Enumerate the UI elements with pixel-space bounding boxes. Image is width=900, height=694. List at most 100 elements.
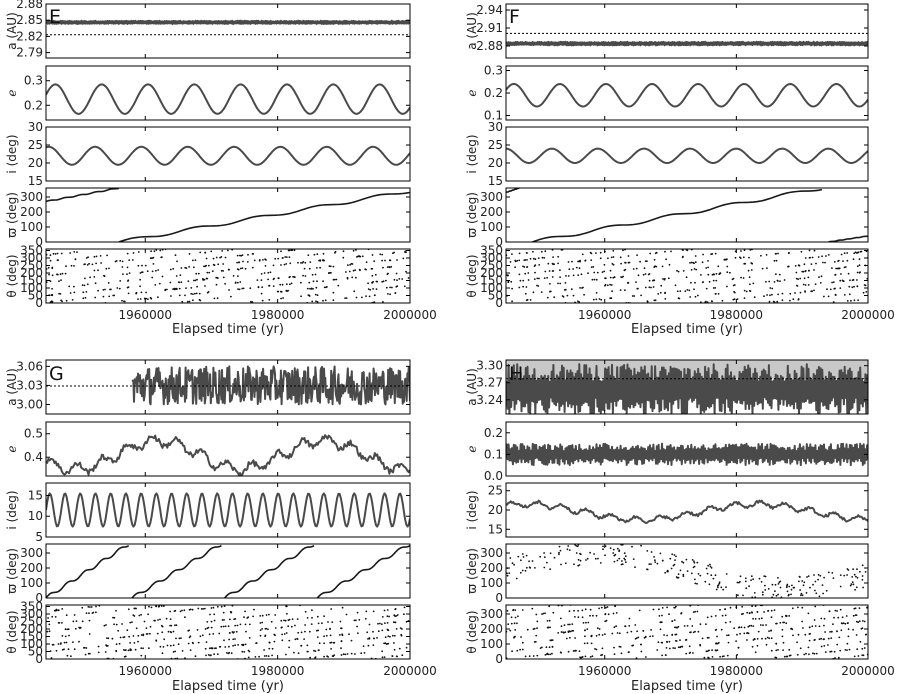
scatter-point [614,605,616,607]
y-axis-label: a (AU) [465,368,479,406]
scatter-point [832,623,834,626]
scatter-point [791,584,793,587]
scatter-point [573,649,576,652]
scatter-point [557,632,560,634]
scatter-point [511,300,513,303]
scatter-point [158,282,161,285]
scatter-point [679,290,682,292]
scatter-point [656,562,659,565]
scatter-point [181,300,184,303]
y-tick-label: 0.2 [484,426,503,440]
scatter-point [139,272,142,274]
scatter-point [821,584,824,586]
scatter-point [628,625,631,627]
scatter-point [764,575,767,578]
scatter-point [300,644,303,647]
scatter-point [339,634,341,636]
scatter-point [237,275,239,277]
scatter-point [377,630,380,633]
scatter-point [104,651,107,653]
scatter-point [623,557,626,560]
scatter-point [533,641,536,643]
scatter-point [127,292,130,295]
scatter-point [775,622,777,625]
scatter-point [560,631,563,633]
scatter-point [792,586,795,589]
scatter-point [853,285,855,288]
scatter-point [753,592,756,594]
y-tick-label: 0 [495,652,503,666]
scatter-point [401,278,404,280]
scatter-point [855,634,858,636]
scatter-point [768,637,771,640]
scatter-point [205,264,208,267]
scatter-point [766,267,768,269]
scatter-point [848,285,851,288]
scatter-point [189,649,192,651]
scatter-point [187,280,190,282]
scatter-point [764,584,766,587]
scatter-point [754,651,757,654]
scatter-point [330,641,333,644]
scatter-point [67,648,70,651]
scatter-point [827,254,830,256]
scatter-point [316,267,318,269]
scatter-point [201,634,204,637]
scatter-point [705,623,707,626]
scatter-point [520,559,522,562]
scatter-point [618,549,621,552]
scatter-point [204,628,207,630]
scatter-point [261,286,264,289]
scatter-point [829,650,832,653]
scatter-point [739,580,741,583]
scatter-point [232,275,235,277]
scatter-point [511,253,513,256]
subplot-e: 0.20.3e [5,65,411,121]
scatter-point [316,294,319,297]
scatter-point [56,273,58,276]
scatter-point [851,279,854,282]
scatter-point [223,639,225,642]
scatter-point [726,654,729,657]
y-axis-label: e [5,445,19,452]
scatter-point [751,605,753,608]
scatter-point [178,294,181,297]
scatter-point [578,564,581,566]
scatter-point [219,256,222,259]
scatter-point [839,608,842,611]
scatter-point [560,625,563,628]
scatter-point [323,286,326,289]
scatter-point [337,284,340,287]
scatter-point [579,287,581,289]
scatter-point [97,645,100,648]
scatter-point [685,276,688,279]
scatter-point [368,637,371,640]
scatter-point [145,627,148,629]
scatter-point [285,263,288,265]
scatter-point [599,257,602,260]
scatter-point [823,624,825,627]
x-tick-label: 1960000 [578,664,631,678]
scatter-point [818,595,821,598]
scatter-point [167,630,170,633]
scatter-point [557,282,559,285]
scatter-point [387,629,389,631]
scatter-point [855,586,858,589]
axes-frame [505,359,869,415]
scatter-point [689,296,692,298]
scatter-point [836,267,839,270]
scatter-point [604,284,606,287]
scatter-point [514,266,516,269]
scatter-point [116,287,119,289]
scatter-point [775,642,778,645]
scatter-point [174,624,176,627]
scatter-points [46,605,410,659]
scatter-point [78,640,80,643]
scatter-point [707,656,709,659]
scatter-point [585,621,587,624]
scatter-point [548,646,551,649]
scatter-point [656,649,659,651]
scatter-point [511,287,513,290]
y-tick-label: 150 [20,630,43,644]
